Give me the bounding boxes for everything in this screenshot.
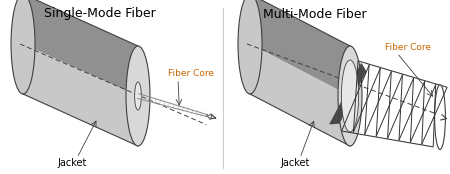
Text: Multi-Mode Fiber: Multi-Mode Fiber — [263, 7, 367, 21]
Ellipse shape — [238, 0, 262, 94]
Text: Jacket: Jacket — [280, 158, 310, 168]
Ellipse shape — [126, 46, 150, 146]
Text: Single-Mode Fiber: Single-Mode Fiber — [44, 7, 156, 21]
Ellipse shape — [208, 115, 212, 118]
Ellipse shape — [135, 82, 141, 110]
Polygon shape — [23, 0, 138, 96]
Polygon shape — [250, 44, 350, 146]
Text: Fiber Core: Fiber Core — [385, 43, 431, 52]
Ellipse shape — [338, 46, 362, 146]
Text: Jacket: Jacket — [57, 158, 87, 168]
Ellipse shape — [11, 0, 35, 94]
Ellipse shape — [435, 85, 446, 149]
Polygon shape — [250, 0, 350, 96]
Ellipse shape — [342, 60, 359, 132]
Text: Fiber Core: Fiber Core — [168, 69, 214, 78]
Polygon shape — [23, 44, 138, 146]
